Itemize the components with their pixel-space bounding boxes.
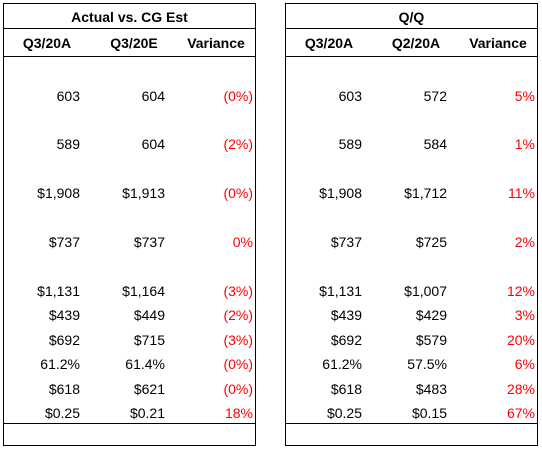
divider (4, 28, 255, 29)
variance-cell: 6% (514, 356, 535, 372)
column-header: Q3/20A (304, 35, 354, 51)
value-cell: $1,164 (122, 283, 165, 299)
value-cell: $692 (48, 332, 80, 348)
table-panel: Q/Q Q3/20A Q2/20A Variance 603 572 5% 589 584 1% $… (285, 3, 538, 446)
variance-cell: (0%) (223, 356, 253, 372)
column-header: Q3/20E (110, 35, 158, 51)
variance-cell: (2%) (223, 136, 253, 152)
value-cell: 57.5% (407, 356, 447, 372)
column-header: Q2/20A (391, 35, 441, 51)
value-cell: $439 (330, 307, 362, 323)
variance-cell: 2% (514, 234, 535, 250)
panel-title: Actual vs. CG Est (71, 9, 188, 25)
value-cell: $1,131 (319, 283, 362, 299)
divider (286, 56, 537, 57)
value-cell: $1,007 (404, 283, 447, 299)
variance-cell: (3%) (223, 332, 253, 348)
value-cell: $1,908 (319, 185, 362, 201)
value-cell: 61.4% (125, 356, 165, 372)
variance-cell: (0%) (223, 185, 253, 201)
value-cell: 603 (56, 88, 80, 104)
value-cell: $715 (133, 332, 165, 348)
value-cell: $0.25 (44, 405, 80, 421)
variance-cell: 5% (514, 88, 535, 104)
variance-cell: 11% (508, 185, 535, 201)
divider (286, 423, 537, 424)
value-cell: $692 (330, 332, 362, 348)
value-cell: $621 (133, 381, 165, 397)
value-cell: $1,131 (37, 283, 80, 299)
value-cell: 604 (141, 88, 165, 104)
value-cell: $737 (133, 234, 165, 250)
divider (4, 56, 255, 57)
value-cell: 589 (338, 136, 362, 152)
value-cell: $449 (133, 307, 165, 323)
value-cell: $579 (415, 332, 447, 348)
value-cell: $429 (415, 307, 447, 323)
value-cell: $1,712 (404, 185, 447, 201)
value-cell: $737 (330, 234, 362, 250)
divider (286, 28, 537, 29)
value-cell: $483 (415, 381, 447, 397)
value-cell: $737 (48, 234, 80, 250)
column-header: Q3/20A (22, 35, 72, 51)
value-cell: 61.2% (322, 356, 362, 372)
value-cell: 572 (423, 88, 447, 104)
variance-cell: 12% (506, 283, 535, 299)
variance-cell: 1% (514, 136, 535, 152)
value-cell: $1,908 (37, 185, 80, 201)
variance-cell: 28% (506, 381, 535, 397)
variance-cell: (3%) (223, 283, 253, 299)
variance-cell: (2%) (223, 307, 253, 323)
column-header: Variance (469, 35, 527, 51)
value-cell: $1,913 (122, 185, 165, 201)
value-cell: $725 (415, 234, 447, 250)
variance-cell: (0%) (223, 381, 253, 397)
column-header: Variance (187, 35, 245, 51)
value-cell: $618 (330, 381, 362, 397)
variance-cell: (0%) (223, 88, 253, 104)
variance-cell: 3% (514, 307, 535, 323)
value-cell: 584 (423, 136, 447, 152)
value-cell: $0.21 (129, 405, 165, 421)
value-cell: 603 (338, 88, 362, 104)
variance-cell: 18% (224, 405, 253, 421)
value-cell: $439 (48, 307, 80, 323)
variance-cell: 20% (506, 332, 535, 348)
value-cell: $0.25 (326, 405, 362, 421)
value-cell: 589 (56, 136, 80, 152)
variance-cell: 67% (506, 405, 535, 421)
table-panel: Actual vs. CG Est Q3/20A Q3/20E Variance 603… (3, 3, 256, 446)
value-cell: 604 (141, 136, 165, 152)
variance-cell: 0% (232, 234, 253, 250)
value-cell: $618 (48, 381, 80, 397)
panel-title: Q/Q (398, 9, 425, 25)
divider (4, 423, 255, 424)
value-cell: 61.2% (40, 356, 80, 372)
value-cell: $0.15 (411, 405, 447, 421)
